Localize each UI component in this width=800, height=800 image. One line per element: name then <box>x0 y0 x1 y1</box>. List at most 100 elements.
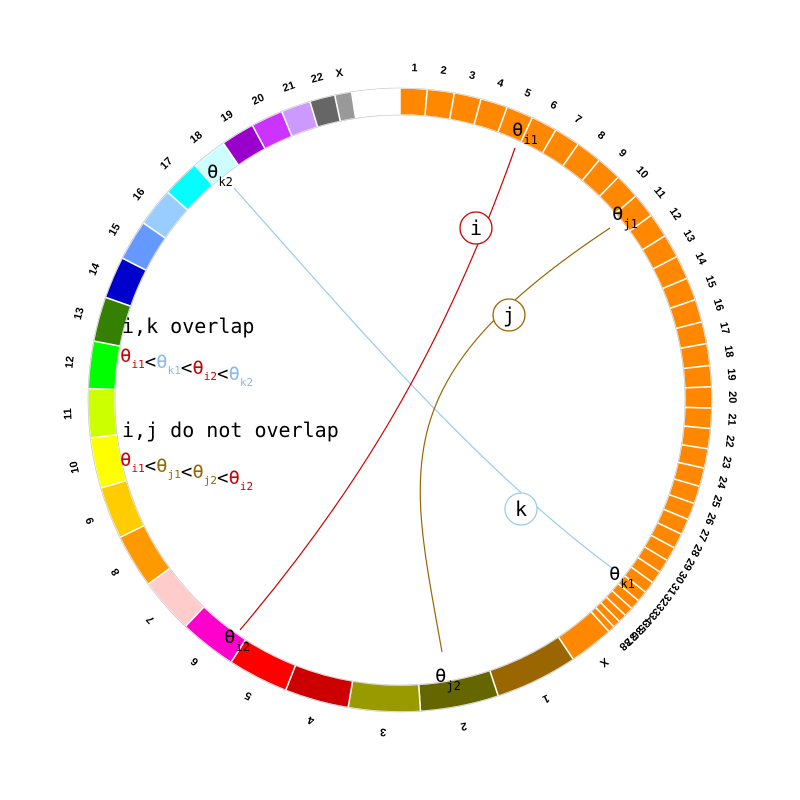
ring-segment <box>682 406 713 430</box>
ring-segment-label: 8 <box>595 129 607 142</box>
ring-segment-label: 6 <box>548 99 559 112</box>
ring-segment-label: 22 <box>723 434 736 448</box>
node-j: j <box>492 298 526 332</box>
ring-segment-label: 33 <box>649 601 666 618</box>
node-k-letter: k <box>515 497 527 521</box>
link-k <box>233 187 613 569</box>
ring-segment-label: 18 <box>188 129 205 146</box>
ring-segment-label: 3 <box>380 726 387 738</box>
endpoint-labels: θi1 θi2 θj1 θj2 θk1 θk2 <box>207 119 638 693</box>
overlap-legend: i,k overlap θi1<θk1<θi2<θk2 i,j do not o… <box>120 314 339 493</box>
node-j-circle <box>492 298 526 332</box>
legend-symbol: < <box>217 467 228 489</box>
node-i-letter: i <box>470 216 482 240</box>
ring-segment-label: 10 <box>633 164 650 181</box>
ring-segment-label: 17 <box>717 321 731 336</box>
ring-segment-label: 14 <box>87 261 103 278</box>
ring-segment-label: 20 <box>726 391 738 403</box>
ring-outline <box>114 114 686 686</box>
ring-segment-label: 17 <box>158 155 175 172</box>
endpoint-i2-label: θi2 <box>224 626 250 654</box>
ring-segment-label: 3 <box>468 69 477 82</box>
ring-segment-label: 24 <box>714 475 729 491</box>
legend-symbol: θ <box>120 345 131 367</box>
legend-subscript: i1 <box>131 358 144 371</box>
chromosome-ring <box>87 87 713 713</box>
ring-segment-label: 30 <box>673 569 690 586</box>
node-k-circle <box>504 492 538 526</box>
legend-no-overlap-title: i,j do not overlap <box>122 418 339 442</box>
ring-segment-label: 18 <box>722 345 736 359</box>
ring-segment-label: 9 <box>84 515 97 525</box>
ring-segment <box>99 479 146 539</box>
ring-segment-label: 21 <box>281 79 297 94</box>
ring-segment-label: 12 <box>63 356 76 370</box>
legend-symbol: θ <box>228 467 239 489</box>
legend-symbol: θ <box>156 351 167 373</box>
ring-segment <box>399 87 429 117</box>
legend-symbol: θ <box>120 449 131 471</box>
ring-segment <box>347 680 422 713</box>
ring-segment-label: 15 <box>107 221 124 238</box>
ring-segment-label: 26 <box>702 511 718 527</box>
ring-segment-label: 7 <box>572 113 584 126</box>
legend-overlap-expression: θi1<θk1<θi2<θk2 <box>120 345 253 389</box>
node-j-letter: j <box>503 303 515 327</box>
ring-segment-label: 32 <box>657 591 674 608</box>
ring-segment-label: 15 <box>703 274 719 290</box>
endpoint-j1-label: θj1 <box>612 203 638 231</box>
legend-subscript: i2 <box>204 370 217 383</box>
legend-overlap-title: i,k overlap <box>122 314 254 338</box>
ring-segment-label: 6 <box>189 655 201 668</box>
legend-symbol: < <box>217 363 228 385</box>
ring-segment <box>682 364 713 389</box>
ring-segment-label: 22 <box>310 71 325 86</box>
ring-segment-label: 16 <box>131 186 148 203</box>
ring-segment <box>488 635 575 698</box>
link-nodes: i j k <box>459 211 538 526</box>
legend-symbol: θ <box>192 357 203 379</box>
ring-segment-label: 28 <box>688 542 704 558</box>
ring-segment-label: 4 <box>496 77 506 91</box>
legend-no-overlap-expression: θi1<θj1<θj2<θi2 <box>120 449 253 493</box>
legend-subscript: j2 <box>204 474 217 487</box>
ring-segment-label: 21 <box>725 413 738 426</box>
legend-subscript: i1 <box>131 462 144 475</box>
ring-segment-label: 20 <box>250 92 266 108</box>
ring-segment-label: 31 <box>665 581 682 598</box>
ring-segment-label: 29 <box>680 556 696 573</box>
legend-subscript: j1 <box>168 468 181 481</box>
ring-segment-label: 16 <box>711 297 726 312</box>
endpoint-k2-label: θk2 <box>207 161 233 189</box>
ring-segment-label: 7 <box>144 613 157 626</box>
legend-subscript: k1 <box>168 364 181 377</box>
ring-segment-label: 13 <box>72 306 87 321</box>
ring-segment-label: 10 <box>68 460 82 474</box>
endpoint-i1-label: θi1 <box>512 119 538 147</box>
ring-segment-label: 25 <box>709 493 724 508</box>
ring-segment-label: 1 <box>540 692 551 705</box>
ring-segment-label: 23 <box>719 455 733 469</box>
ring-segment-label: 19 <box>219 108 236 125</box>
ring-segment-label: 9 <box>616 147 629 160</box>
ring-segment <box>679 342 711 370</box>
link-j <box>419 227 611 653</box>
ring-segment-label: 11 <box>651 184 668 201</box>
legend-symbol: θ <box>156 455 167 477</box>
ring-segment <box>87 387 118 439</box>
ring-segment-label: 14 <box>692 251 708 268</box>
ring-segment-label: 27 <box>695 527 711 543</box>
endpoint-j2-label: θj2 <box>435 665 461 693</box>
ring-outline <box>87 87 713 713</box>
ring-segment-label: 5 <box>243 689 254 702</box>
ring-segment-label: 2 <box>440 64 448 77</box>
legend-symbol: θ <box>192 461 203 483</box>
ring-segment-label: 4 <box>306 713 316 726</box>
chromosome-labels: 1 2 34567891011121314151617181920212223242… <box>62 62 738 738</box>
legend-symbol: < <box>181 461 192 483</box>
ring-segment-label: 8 <box>109 566 122 577</box>
node-i: i <box>459 211 493 245</box>
ring-segment-label: 5 <box>522 87 532 100</box>
ring-segment <box>683 385 713 409</box>
legend-symbol: θ <box>228 363 239 385</box>
